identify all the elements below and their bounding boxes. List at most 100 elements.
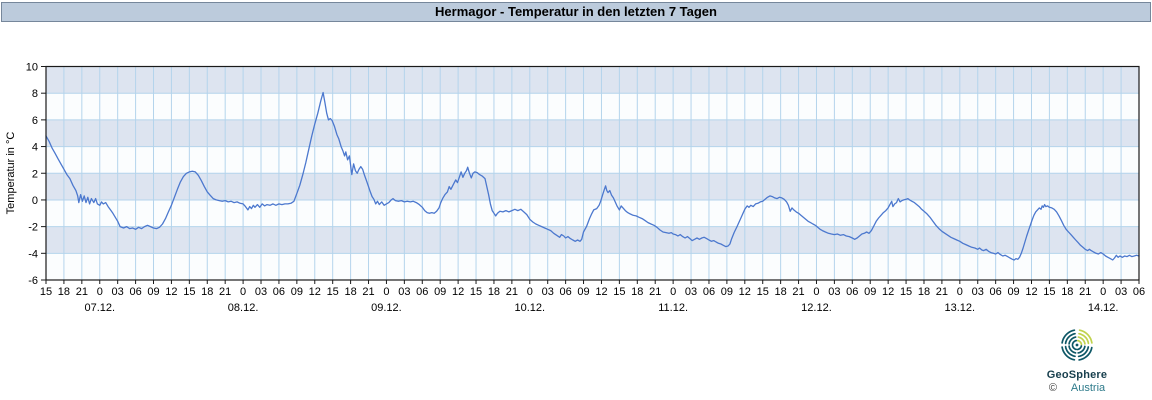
plot-band [46, 226, 1139, 254]
x-tick-label: 06 [846, 286, 858, 298]
x-tick-label: 09 [721, 286, 733, 298]
x-tick-label: 21 [649, 286, 661, 298]
x-tick-label: 15 [40, 286, 52, 298]
x-tick-label: 18 [1061, 286, 1073, 298]
x-tick-label: 18 [58, 286, 70, 298]
plot-band [46, 66, 1139, 94]
x-tick-label: 09 [577, 286, 589, 298]
x-tick-label: 21 [506, 286, 518, 298]
x-tick-label: 21 [76, 286, 88, 298]
logo-contour-arc [1061, 329, 1076, 344]
x-tick-label: 18 [488, 286, 500, 298]
x-tick-label: 09 [864, 286, 876, 298]
y-tick-label: -2 [28, 222, 38, 234]
logo-contour-arc [1071, 344, 1078, 351]
temperature-line [45, 91, 1140, 261]
x-tick-label: 06 [273, 286, 285, 298]
x-tick-label: 12 [595, 286, 607, 298]
x-tick-label: 03 [112, 286, 124, 298]
plot-band [46, 173, 1139, 200]
y-axis-title: Temperatur in °C [5, 132, 17, 215]
copyright-symbol: © [1048, 382, 1057, 394]
x-tick-label: 21 [936, 286, 948, 298]
date-label: 08.12. [228, 302, 259, 314]
y-tick-label: 4 [32, 142, 38, 154]
x-tick-label: 03 [972, 286, 984, 298]
logo-contour-arc [1071, 339, 1078, 346]
logo-contour-arc [1076, 339, 1083, 346]
x-tick-label: 06 [1133, 286, 1145, 298]
x-tick-label: 15 [327, 286, 339, 298]
date-label: 10.12. [514, 302, 545, 314]
geosphere-logo-icon [1061, 329, 1093, 361]
x-tick-label: 21 [792, 286, 804, 298]
x-tick-label: 18 [775, 286, 787, 298]
page-title: Hermagor - Temperatur in den letzten 7 T… [435, 4, 717, 19]
y-tick-label: -6 [28, 275, 38, 287]
x-tick-label: 18 [344, 286, 356, 298]
geosphere-logo: GeoSphere © Austria [1022, 327, 1132, 394]
x-tick-label: 12 [1025, 286, 1037, 298]
logo-contour-arc [1077, 346, 1090, 358]
date-label: 07.12. [84, 302, 115, 314]
logo-contour-arc [1078, 329, 1093, 344]
x-tick-label: 09 [147, 286, 159, 298]
logo-contour-arc [1064, 345, 1076, 358]
x-tick-label: 0 [527, 286, 533, 298]
x-tick-label: 15 [900, 286, 912, 298]
x-tick-label: 06 [416, 286, 428, 298]
logo-contour-arc [1061, 346, 1076, 361]
x-tick-label: 09 [291, 286, 303, 298]
x-tick-label: 0 [383, 286, 389, 298]
x-tick-label: 09 [1007, 286, 1019, 298]
x-tick-label: 0 [813, 286, 819, 298]
x-tick-label: 15 [613, 286, 625, 298]
logo-country-text: Austria [1070, 382, 1106, 394]
logo-brand-text: GeoSphere [1046, 369, 1108, 381]
logo-country-row: © Austria [1022, 382, 1132, 394]
x-tick-label: 18 [918, 286, 930, 298]
logo-contour-arc [1068, 336, 1077, 345]
x-tick-label: 15 [1043, 286, 1055, 298]
x-tick-label: 21 [219, 286, 231, 298]
x-tick-label: 0 [670, 286, 676, 298]
logo-contour-arc [1077, 345, 1086, 354]
x-tick-label: 06 [990, 286, 1002, 298]
date-label: 11.12. [658, 302, 688, 314]
x-tick-label: 03 [255, 286, 267, 298]
x-tick-label: 12 [452, 286, 464, 298]
date-label: 13.12. [945, 302, 976, 314]
x-tick-label: 12 [882, 286, 894, 298]
x-tick-label: 15 [470, 286, 482, 298]
x-tick-label: 12 [739, 286, 751, 298]
y-tick-label: 8 [32, 88, 38, 100]
y-tick-label: 0 [32, 195, 38, 207]
y-tick-label: 10 [26, 62, 38, 74]
x-tick-label: 0 [1100, 286, 1106, 298]
logo-contour-arc [1064, 332, 1076, 345]
x-tick-label: 03 [685, 286, 697, 298]
date-label: 12.12. [801, 302, 832, 314]
logo-contour-arc [1077, 336, 1086, 345]
x-tick-label: 0 [957, 286, 963, 298]
x-tick-label: 18 [201, 286, 213, 298]
logo-contour-arc [1068, 345, 1077, 354]
x-tick-label: 06 [703, 286, 715, 298]
x-tick-label: 03 [828, 286, 840, 298]
x-tick-label: 15 [757, 286, 769, 298]
x-tick-label: 18 [631, 286, 643, 298]
logo-center-dot [1075, 343, 1079, 347]
y-tick-label: 6 [32, 115, 38, 127]
x-tick-label: 03 [1115, 286, 1127, 298]
x-tick-label: 03 [542, 286, 554, 298]
chart-title-bar: Hermagor - Temperatur in den letzten 7 T… [1, 2, 1151, 22]
y-tick-label: -4 [28, 248, 38, 260]
x-tick-label: 09 [434, 286, 446, 298]
logo-contour-arc [1078, 332, 1090, 345]
date-label: 09.12. [371, 302, 402, 314]
x-tick-label: 0 [240, 286, 246, 298]
logo-contour-arc [1076, 344, 1083, 351]
x-tick-label: 06 [129, 286, 141, 298]
plot-band [46, 119, 1139, 147]
